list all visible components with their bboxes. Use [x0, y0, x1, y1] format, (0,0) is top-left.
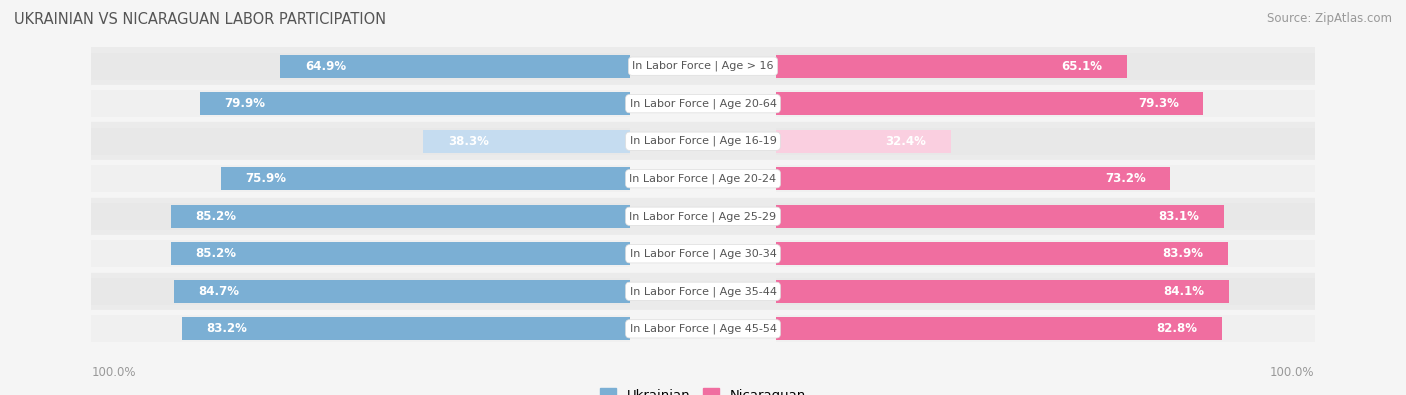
- Text: In Labor Force | Age > 16: In Labor Force | Age > 16: [633, 61, 773, 71]
- Text: 64.9%: 64.9%: [305, 60, 346, 73]
- Bar: [776, 203, 1315, 230]
- Text: 83.2%: 83.2%: [207, 322, 247, 335]
- Bar: [91, 315, 630, 342]
- Bar: [776, 167, 1170, 190]
- Bar: [91, 90, 630, 117]
- Bar: [776, 55, 1126, 78]
- Text: 84.7%: 84.7%: [198, 285, 239, 298]
- Bar: [280, 55, 630, 78]
- Text: 100.0%: 100.0%: [1270, 366, 1315, 379]
- Bar: [91, 160, 1315, 198]
- Text: In Labor Force | Age 16-19: In Labor Force | Age 16-19: [630, 136, 776, 147]
- Bar: [776, 240, 1315, 267]
- Bar: [423, 130, 630, 153]
- Bar: [91, 310, 1315, 348]
- Text: 85.2%: 85.2%: [195, 247, 236, 260]
- Bar: [91, 165, 630, 192]
- Bar: [91, 278, 630, 305]
- Text: In Labor Force | Age 30-34: In Labor Force | Age 30-34: [630, 248, 776, 259]
- Bar: [776, 242, 1227, 265]
- Text: 65.1%: 65.1%: [1062, 60, 1102, 73]
- Bar: [776, 165, 1315, 192]
- Text: 84.1%: 84.1%: [1164, 285, 1205, 298]
- Bar: [91, 128, 630, 155]
- Text: 82.8%: 82.8%: [1157, 322, 1198, 335]
- Bar: [91, 47, 1315, 85]
- Text: 79.9%: 79.9%: [224, 97, 266, 110]
- Text: 32.4%: 32.4%: [886, 135, 927, 148]
- Bar: [776, 278, 1315, 305]
- Bar: [181, 317, 630, 340]
- Bar: [91, 235, 1315, 273]
- Text: 75.9%: 75.9%: [246, 172, 287, 185]
- Bar: [172, 205, 630, 228]
- Bar: [776, 317, 1222, 340]
- Bar: [91, 198, 1315, 235]
- Bar: [91, 85, 1315, 122]
- Bar: [776, 53, 1315, 80]
- Legend: Ukrainian, Nicaraguan: Ukrainian, Nicaraguan: [595, 383, 811, 395]
- Bar: [776, 315, 1315, 342]
- Bar: [91, 273, 1315, 310]
- Bar: [776, 90, 1315, 117]
- Text: 79.3%: 79.3%: [1137, 97, 1178, 110]
- Text: In Labor Force | Age 25-29: In Labor Force | Age 25-29: [630, 211, 776, 222]
- Text: 100.0%: 100.0%: [91, 366, 136, 379]
- Bar: [221, 167, 630, 190]
- Bar: [776, 92, 1204, 115]
- Bar: [776, 280, 1229, 303]
- Text: UKRAINIAN VS NICARAGUAN LABOR PARTICIPATION: UKRAINIAN VS NICARAGUAN LABOR PARTICIPAT…: [14, 12, 387, 27]
- Text: In Labor Force | Age 20-24: In Labor Force | Age 20-24: [630, 173, 776, 184]
- Bar: [91, 203, 630, 230]
- Text: 38.3%: 38.3%: [449, 135, 489, 148]
- Text: In Labor Force | Age 20-64: In Labor Force | Age 20-64: [630, 98, 776, 109]
- Bar: [174, 280, 630, 303]
- Text: 85.2%: 85.2%: [195, 210, 236, 223]
- Text: 83.1%: 83.1%: [1159, 210, 1199, 223]
- Bar: [91, 122, 1315, 160]
- Bar: [200, 92, 630, 115]
- Bar: [776, 128, 1315, 155]
- Bar: [91, 240, 630, 267]
- Bar: [172, 242, 630, 265]
- Bar: [776, 130, 950, 153]
- Text: Source: ZipAtlas.com: Source: ZipAtlas.com: [1267, 12, 1392, 25]
- Bar: [91, 53, 630, 80]
- Text: In Labor Force | Age 35-44: In Labor Force | Age 35-44: [630, 286, 776, 297]
- Text: In Labor Force | Age 45-54: In Labor Force | Age 45-54: [630, 324, 776, 334]
- Text: 73.2%: 73.2%: [1105, 172, 1146, 185]
- Text: 83.9%: 83.9%: [1163, 247, 1204, 260]
- Bar: [776, 205, 1223, 228]
